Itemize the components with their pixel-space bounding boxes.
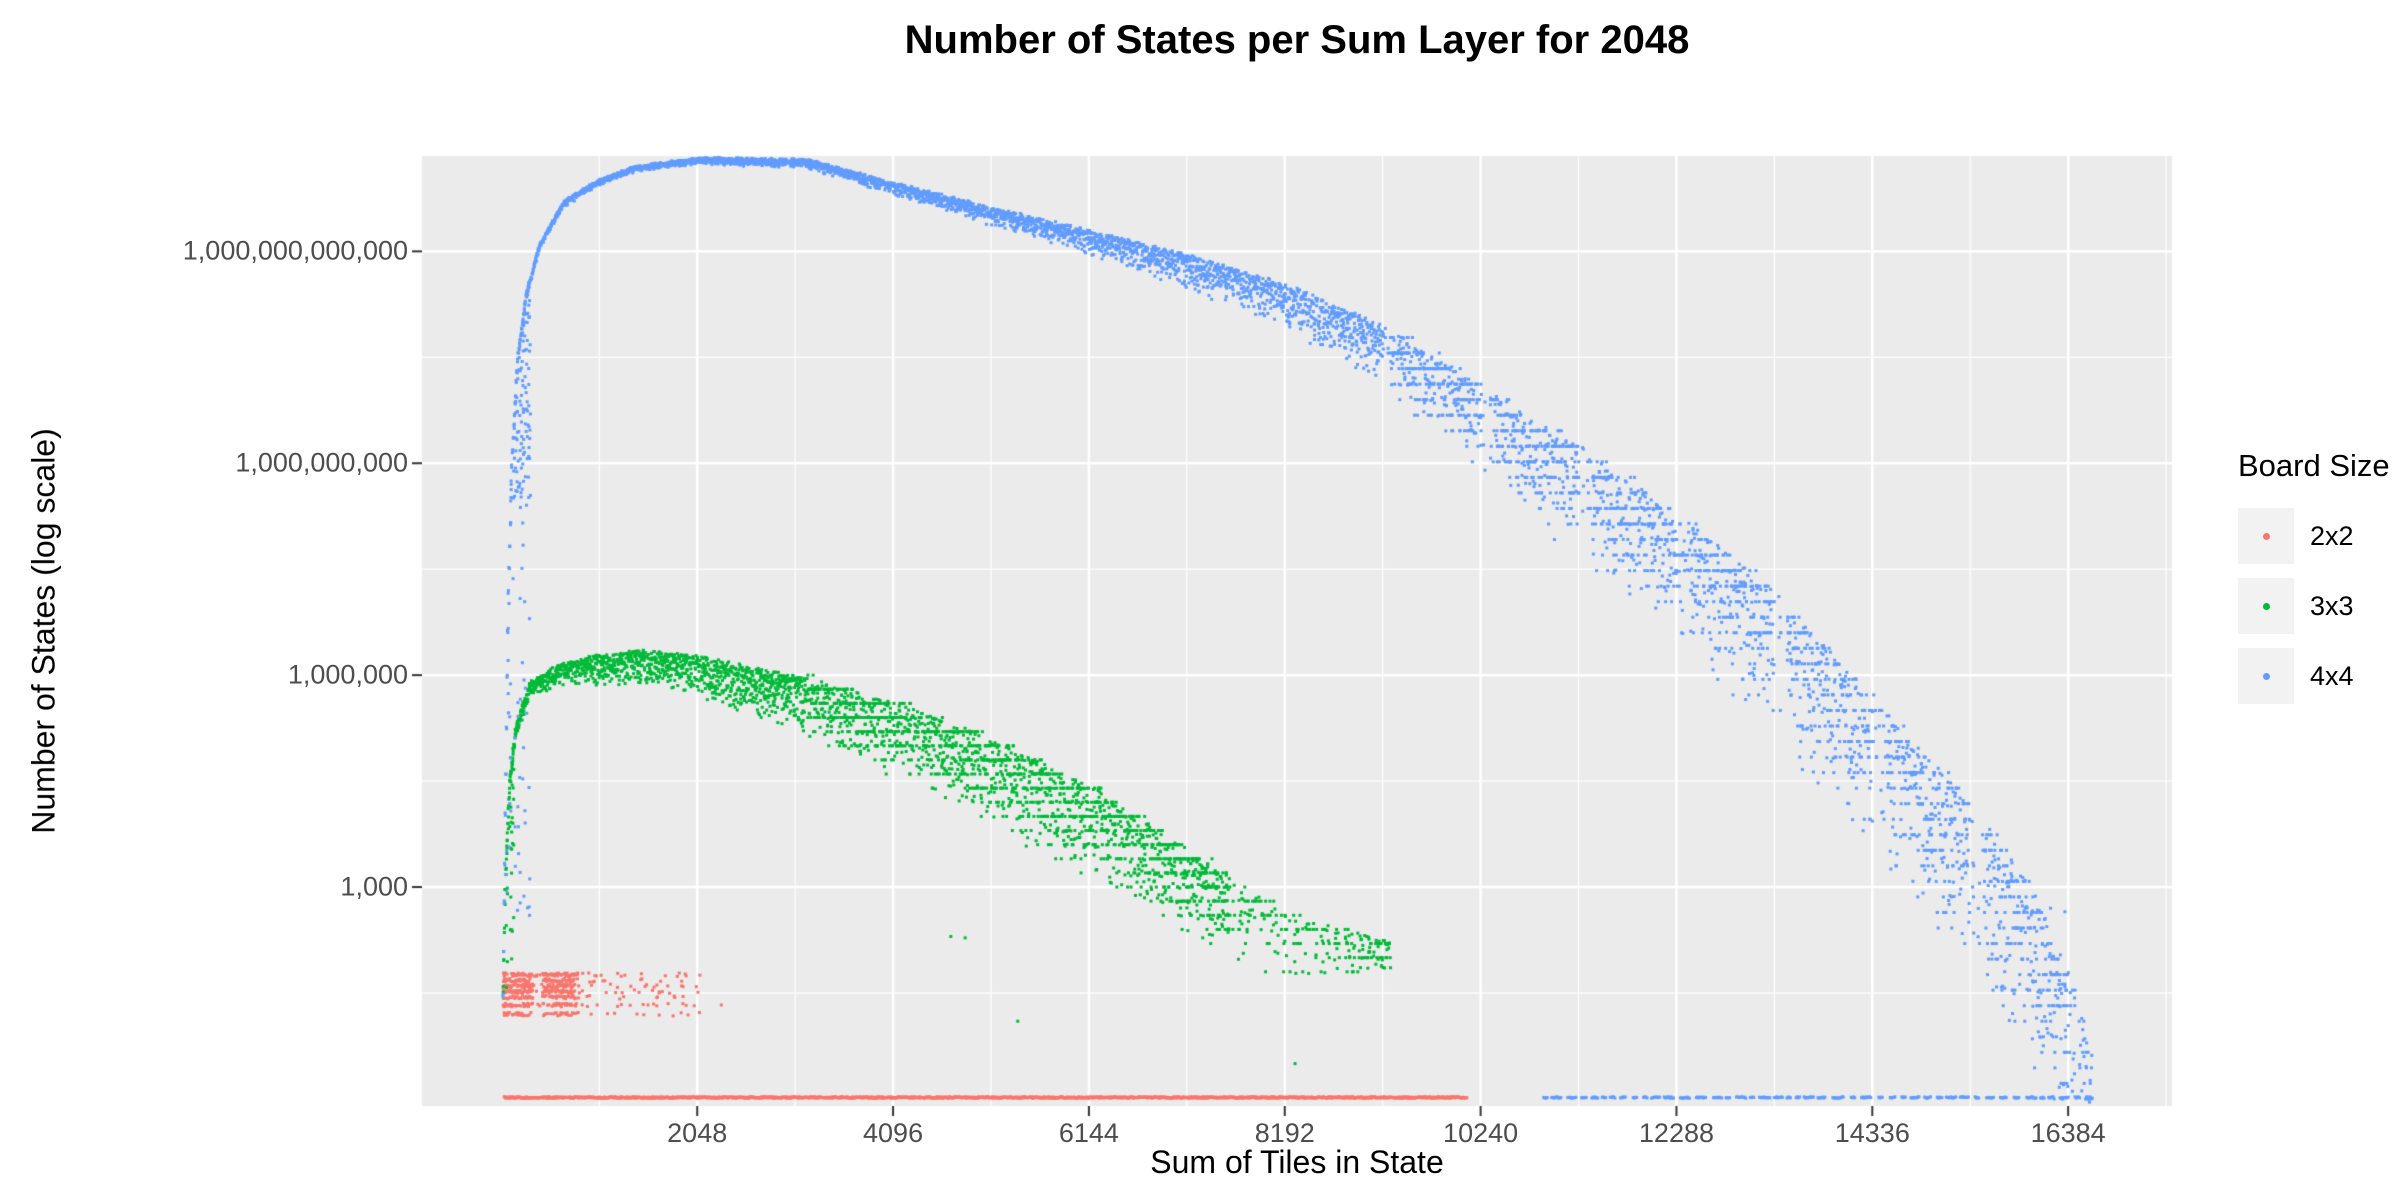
legend-key-swatch [2238, 508, 2294, 564]
legend: Board Size 2x2 3x3 4x4 [2238, 448, 2390, 718]
x-tick-label: 12288 [1638, 1118, 1714, 1148]
y-tick-label: 1,000,000,000 [235, 447, 408, 478]
x-axis-title: Sum of Tiles in State [1150, 1144, 1444, 1180]
legend-point-icon [2262, 602, 2270, 610]
y-tick-label: 1,000 [340, 871, 408, 902]
x-tick-label: 10240 [1443, 1118, 1519, 1148]
legend-title: Board Size [2238, 448, 2390, 483]
legend-label: 2x2 [2310, 520, 2354, 551]
x-tick-label: 16384 [2030, 1118, 2106, 1148]
x-tick-label: 2048 [667, 1118, 728, 1148]
legend-entries: 2x2 3x3 4x4 [2238, 508, 2390, 704]
legend-label: 4x4 [2310, 660, 2354, 691]
legend-point-icon [2262, 672, 2270, 680]
legend-entry-3x3: 3x3 [2238, 578, 2390, 634]
legend-point-icon [2262, 532, 2270, 540]
y-axis-title: Number of States (log scale) [25, 428, 62, 834]
legend-key-swatch [2238, 648, 2294, 704]
chart-title: Number of States per Sum Layer for 2048 [904, 18, 1690, 62]
x-tick-label: 8192 [1254, 1118, 1315, 1148]
legend-label: 3x3 [2310, 590, 2354, 621]
y-tick-label: 1,000,000 [287, 659, 408, 690]
x-tick-label: 14336 [1834, 1118, 1910, 1148]
legend-entry-2x2: 2x2 [2238, 508, 2390, 564]
legend-entry-4x4: 4x4 [2238, 648, 2390, 704]
x-tick-label: 6144 [1058, 1118, 1119, 1148]
x-tick-label: 4096 [863, 1118, 924, 1148]
legend-key-swatch [2238, 578, 2294, 634]
y-tick-label: 1,000,000,000,000 [182, 235, 408, 266]
